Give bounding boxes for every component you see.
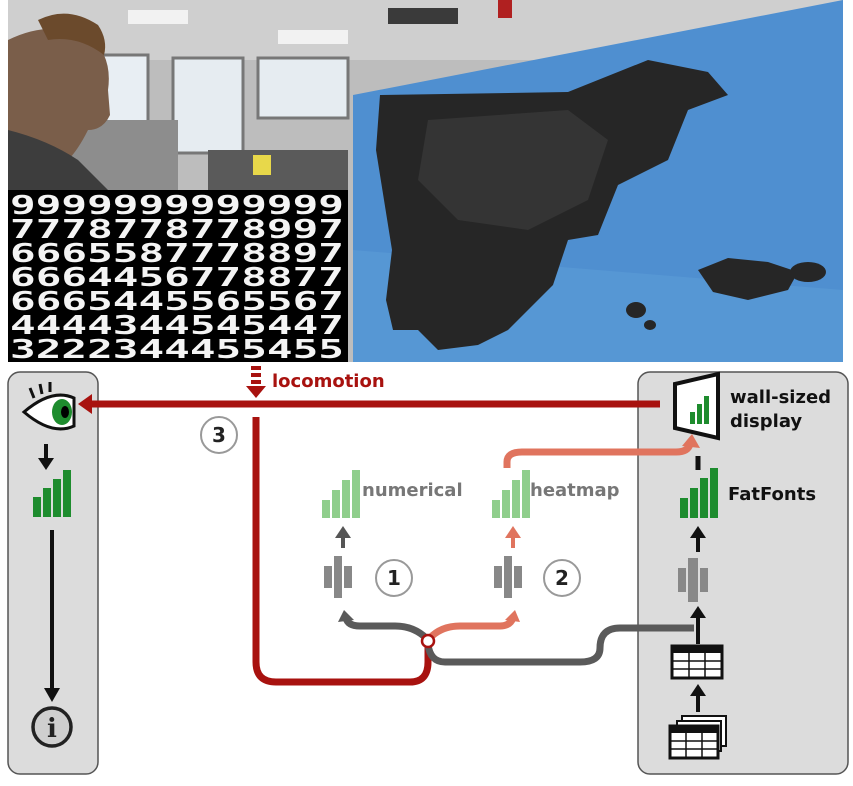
eye-icon [21, 382, 76, 431]
wall-display-photo: 9999999999999777877877899766655877788976… [8, 0, 843, 362]
digit-row: 6665587778897 [10, 239, 344, 269]
step-3-badge: 3 [200, 416, 238, 454]
info-icon: i [31, 706, 73, 748]
pipeline-diagram: i locomotion 3 [0, 362, 853, 782]
table-icon [670, 644, 724, 680]
locomotion-label: locomotion [272, 371, 385, 392]
numerical-label: numerical [362, 480, 463, 501]
heatmap-label: heatmap [530, 480, 620, 501]
viewer-bars-icon [33, 470, 71, 517]
fatfonts-bars-icon [680, 468, 718, 518]
fatfont-digit-grid: 9999999999999777877877899766655877788976… [10, 191, 344, 362]
filter-icon [494, 556, 522, 598]
fatfonts-label: FatFonts [728, 484, 816, 505]
wall-display-label-line1: wall-sized [730, 387, 831, 408]
wall-display-label-line2: display [730, 411, 802, 432]
filter-icon [324, 556, 352, 598]
digit-row: 6664456778877 [10, 263, 344, 293]
digit-row: 4444344545447 [10, 311, 344, 341]
step-1-badge: 1 [375, 559, 413, 597]
table-stack-icon [668, 715, 727, 760]
svg-text:2: 2 [555, 566, 569, 590]
digit-row: 9999999999999 [10, 191, 344, 221]
svg-text:1: 1 [387, 566, 401, 590]
heatmap-bars-icon [492, 470, 530, 518]
digit-row: 7778778778997 [10, 215, 344, 245]
numerical-bars-icon [322, 470, 360, 518]
display-panel [637, 371, 849, 775]
digit-row: 3222344455455 [10, 335, 344, 362]
svg-text:3: 3 [212, 423, 226, 447]
pipeline-diagram-svg: i locomotion 3 [7, 366, 849, 775]
info-glyph: i [47, 714, 57, 744]
step-2-badge: 2 [543, 559, 581, 597]
photo-panel: 9999999999999 7778778778997 6665587778897 6… [8, 0, 843, 362]
filter-icon [678, 558, 708, 602]
digit-row: 6665445565567 [10, 287, 344, 317]
wall-display-icon [673, 371, 720, 441]
junction-node [420, 633, 436, 649]
locomotion-indicator [246, 366, 266, 398]
